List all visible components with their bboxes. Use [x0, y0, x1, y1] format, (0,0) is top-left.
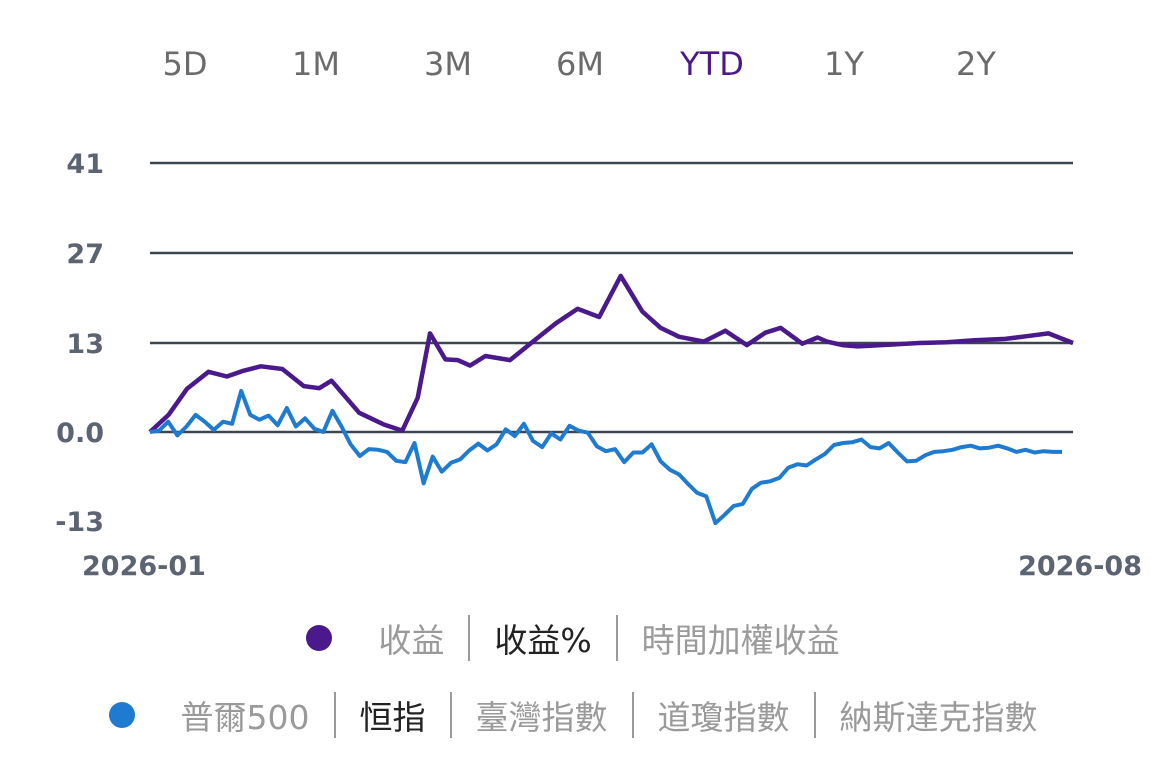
chart-grid — [150, 161, 1073, 434]
x-tick-end: 2026-08 — [1018, 551, 1142, 582]
tab-1y[interactable]: 1Y — [824, 45, 864, 83]
tab-ytd[interactable]: YTD — [680, 45, 744, 83]
chart-series — [148, 273, 1074, 526]
legend-separator — [468, 615, 471, 661]
legend-dot — [108, 702, 135, 728]
tab-3m[interactable]: 3M — [424, 45, 472, 83]
legend-option[interactable]: 納斯達克指數 — [839, 698, 1038, 737]
y-axis-ticks: 41 27 13 0.0 -13 — [55, 149, 104, 538]
legend-separator — [631, 692, 634, 738]
legend-separator — [449, 692, 452, 738]
tab-2y[interactable]: 2Y — [956, 45, 996, 83]
legend-option[interactable]: 普爾500 — [180, 698, 310, 737]
tab-5d[interactable]: 5D — [162, 45, 208, 83]
legend-option[interactable]: 臺灣指數 — [475, 698, 608, 737]
y-tick-label: -13 — [55, 507, 104, 538]
legend-option[interactable]: 收益% — [494, 621, 592, 660]
y-tick-label: 41 — [66, 149, 104, 180]
legend-option[interactable]: 恒指 — [359, 698, 426, 737]
legend-option[interactable]: 道瓊指數 — [657, 698, 790, 737]
y-tick-label: 13 — [66, 329, 104, 360]
series-line-portfolio — [148, 273, 1074, 434]
tab-6m[interactable]: 6M — [556, 45, 604, 83]
performance-chart: 41 27 13 0.0 -13 2026-01 2026-08 — [55, 149, 1142, 582]
legend-dot — [306, 625, 333, 651]
legend-separator — [615, 615, 618, 661]
y-tick-label: 27 — [66, 239, 104, 270]
legend-benchmark: 普爾500 恒指 臺灣指數 道瓊指數 納斯達克指數 — [0, 685, 1170, 745]
series-line-benchmark — [149, 388, 1062, 526]
tab-1m[interactable]: 1M — [292, 45, 340, 83]
legend-separator — [813, 692, 816, 738]
legend-option[interactable]: 收益 — [378, 621, 445, 660]
legend-separator — [333, 692, 336, 738]
legend-option[interactable]: 時間加權收益 — [641, 621, 840, 660]
x-tick-start: 2026-01 — [82, 551, 206, 582]
legend-returns: 收益 收益% 時間加權收益 — [0, 608, 1170, 668]
y-tick-label: 0.0 — [56, 418, 104, 449]
period-tabs: 5D 1M 3M 6M YTD 1Y 2Y — [0, 40, 1170, 90]
